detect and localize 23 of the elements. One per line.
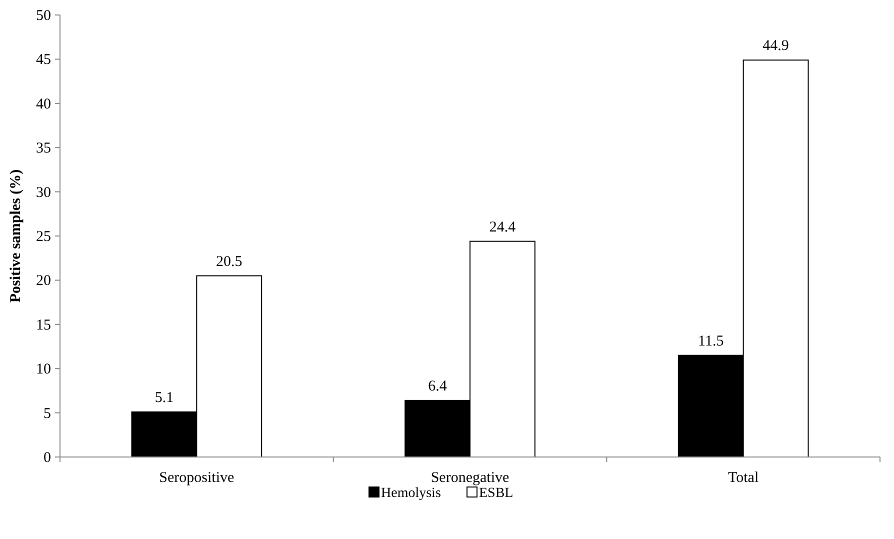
y-tick-label: 50 (36, 8, 51, 24)
data-label: 5.1 (154, 390, 174, 406)
y-tick-label: 35 (36, 140, 51, 157)
x-tick-label: Seropositive (159, 470, 234, 486)
data-label: 44.9 (762, 38, 789, 54)
y-tick-label: 5 (44, 406, 51, 422)
y-tick-label: 25 (36, 229, 51, 245)
y-tick-label: 20 (36, 273, 51, 290)
y-axis-title: Positive samples (%) (8, 169, 24, 303)
data-label: 6.4 (428, 378, 448, 394)
y-tick-label: 0 (44, 450, 51, 466)
y-tick-label: 40 (36, 96, 51, 112)
data-label: 11.5 (698, 333, 724, 350)
x-tick-label: Total (728, 470, 759, 486)
y-tick-label: 30 (36, 184, 51, 201)
x-tick-label: Seronegative (430, 470, 510, 486)
data-label: 20.5 (216, 254, 242, 270)
legend-label: Hemolysis (381, 486, 441, 501)
y-tick-label: 10 (36, 362, 51, 378)
legend-label: ESBL (479, 486, 514, 501)
data-label: 24.4 (489, 219, 516, 236)
y-tick-label: 15 (36, 317, 51, 334)
y-tick-label: 45 (36, 52, 51, 68)
